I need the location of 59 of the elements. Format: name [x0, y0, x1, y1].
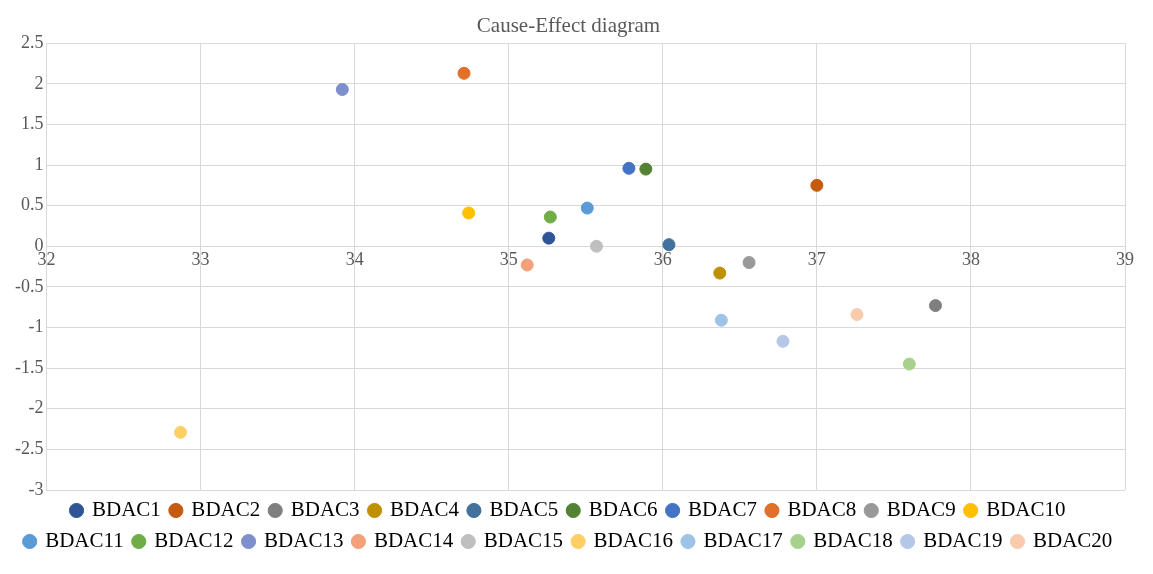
legend-label: BDAC20: [1032, 528, 1113, 553]
legend-label: BDAC11: [45, 528, 124, 553]
point: [714, 313, 728, 327]
legend-label: BDAC9: [886, 497, 956, 522]
legend-label: BDAC8: [787, 497, 857, 522]
point: [850, 308, 864, 322]
y-tick-label: 1.5: [20, 113, 44, 134]
point: [542, 231, 556, 245]
legend-label: BDAC16: [593, 528, 673, 553]
y-tick-label: -2.5: [14, 438, 44, 459]
x-tick-label: 35: [499, 248, 518, 269]
legend-label: BDAC7: [688, 497, 757, 522]
y-tick-label: 2: [34, 72, 44, 93]
point: [662, 238, 676, 252]
legend-label: BDAC14: [373, 528, 454, 553]
point: [928, 299, 942, 313]
legend-label: BDAC6: [588, 497, 658, 522]
x-tick-label: 38: [961, 248, 980, 269]
point: [902, 357, 916, 371]
x-tick-label: 39: [1116, 248, 1134, 269]
x-tick-label: 33: [191, 248, 210, 269]
legend-label: BDAC10: [986, 497, 1066, 522]
legend-label: BDAC5: [489, 497, 559, 522]
legend-label: BDAC3: [290, 497, 360, 522]
point: [810, 178, 824, 192]
point: [713, 266, 727, 280]
chart-title: Cause-Effect diagram: [476, 13, 661, 38]
legend-label: BDAC2: [191, 497, 261, 522]
y-tick-label: 2.5: [20, 31, 44, 52]
y-tick-label: -3: [28, 478, 44, 499]
point: [543, 210, 557, 224]
legend-label: BDAC17: [703, 528, 783, 553]
point: [335, 83, 349, 97]
legend-label: BDAC12: [154, 528, 234, 553]
point: [590, 239, 604, 253]
point: [580, 201, 594, 215]
point: [742, 256, 756, 270]
y-tick-label: -2: [28, 397, 44, 418]
legend-label: BDAC15: [483, 528, 564, 553]
y-tick-label: -1: [28, 316, 44, 337]
point: [174, 425, 188, 439]
point: [457, 66, 471, 80]
legend-label: BDAC13: [264, 528, 344, 553]
point: [639, 162, 653, 176]
legend-label: BDAC18: [813, 528, 893, 553]
legend-label: BDAC19: [923, 528, 1003, 553]
y-tick-label: -0.5: [14, 275, 44, 296]
point: [622, 161, 636, 175]
legend-label: BDAC1: [92, 497, 161, 522]
point: [776, 334, 790, 348]
y-tick-label: 0.5: [20, 194, 44, 215]
legend-label: BDAC4: [390, 497, 460, 522]
x-tick-label: 34: [345, 248, 364, 269]
point: [520, 258, 534, 272]
point: [462, 206, 476, 220]
x-tick-label: 36: [653, 248, 672, 269]
y-tick-label: -1.5: [14, 356, 44, 377]
y-tick-label: 1: [34, 153, 44, 174]
x-tick-label: 37: [807, 248, 826, 269]
